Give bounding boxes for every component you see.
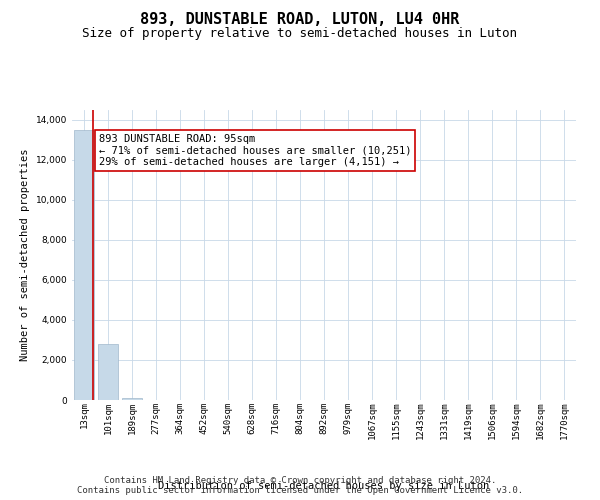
Bar: [98, 344, 118, 400]
Text: Contains HM Land Registry data © Crown copyright and database right 2024.
Contai: Contains HM Land Registry data © Crown c…: [77, 476, 523, 495]
Text: Size of property relative to semi-detached houses in Luton: Size of property relative to semi-detach…: [83, 28, 517, 40]
Y-axis label: Number of semi-detached properties: Number of semi-detached properties: [20, 149, 30, 361]
Bar: [74, 130, 94, 400]
X-axis label: Distribution of semi-detached houses by size in Luton: Distribution of semi-detached houses by …: [158, 480, 490, 490]
Text: 893 DUNSTABLE ROAD: 95sqm
← 71% of semi-detached houses are smaller (10,251)
29%: 893 DUNSTABLE ROAD: 95sqm ← 71% of semi-…: [99, 134, 412, 167]
Bar: [122, 398, 142, 400]
Text: 893, DUNSTABLE ROAD, LUTON, LU4 0HR: 893, DUNSTABLE ROAD, LUTON, LU4 0HR: [140, 12, 460, 28]
